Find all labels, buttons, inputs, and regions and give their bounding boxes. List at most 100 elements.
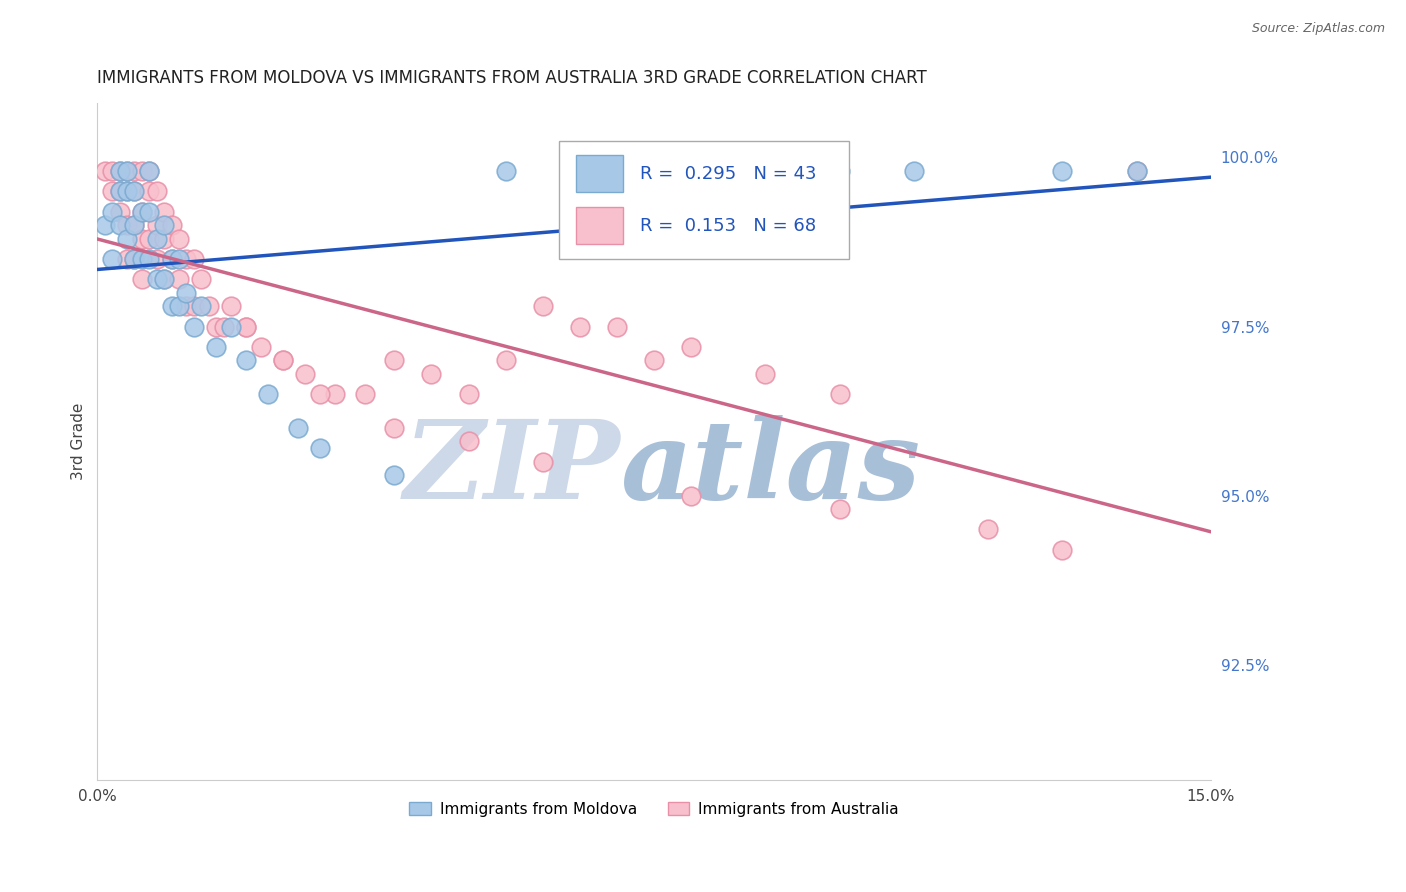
Legend: Immigrants from Moldova, Immigrants from Australia: Immigrants from Moldova, Immigrants from… bbox=[404, 796, 905, 822]
Point bbox=[160, 252, 183, 266]
Point bbox=[183, 299, 205, 313]
Point bbox=[495, 353, 517, 368]
Point bbox=[205, 340, 228, 354]
Point bbox=[124, 184, 146, 198]
Point bbox=[681, 489, 703, 503]
Point bbox=[108, 218, 131, 232]
Point bbox=[1125, 164, 1147, 178]
Point bbox=[457, 434, 479, 449]
Point bbox=[323, 387, 346, 401]
Point bbox=[167, 272, 190, 286]
Point bbox=[138, 231, 160, 245]
Point bbox=[131, 272, 153, 286]
Point bbox=[190, 299, 212, 313]
Point bbox=[101, 164, 124, 178]
Point bbox=[145, 231, 167, 245]
Point bbox=[1052, 164, 1074, 178]
Point bbox=[160, 252, 183, 266]
Point bbox=[115, 184, 138, 198]
Point bbox=[382, 353, 405, 368]
Bar bbox=[576, 155, 623, 193]
Point bbox=[681, 340, 703, 354]
Point bbox=[94, 164, 117, 178]
Point bbox=[382, 468, 405, 483]
Point bbox=[138, 164, 160, 178]
Point bbox=[495, 164, 517, 178]
Point bbox=[309, 442, 332, 456]
Point bbox=[145, 218, 167, 232]
Point bbox=[287, 421, 309, 435]
Point bbox=[568, 319, 591, 334]
Point bbox=[531, 299, 554, 313]
Point bbox=[167, 252, 190, 266]
Point bbox=[138, 204, 160, 219]
Point bbox=[131, 204, 153, 219]
Point bbox=[828, 502, 851, 516]
Point bbox=[176, 285, 198, 300]
Point bbox=[138, 252, 160, 266]
Point bbox=[205, 319, 228, 334]
Point bbox=[101, 252, 124, 266]
Point bbox=[115, 184, 138, 198]
Text: ZIP: ZIP bbox=[404, 415, 620, 523]
Point bbox=[420, 367, 443, 381]
Point bbox=[160, 218, 183, 232]
Point bbox=[235, 319, 257, 334]
Point bbox=[131, 204, 153, 219]
Point bbox=[977, 522, 1000, 536]
Point bbox=[138, 164, 160, 178]
Point bbox=[108, 184, 131, 198]
Point bbox=[176, 299, 198, 313]
Point bbox=[382, 421, 405, 435]
Point bbox=[212, 319, 235, 334]
Point bbox=[153, 272, 176, 286]
Point bbox=[153, 231, 176, 245]
Point bbox=[167, 231, 190, 245]
Point bbox=[145, 252, 167, 266]
Point bbox=[257, 387, 280, 401]
Point bbox=[124, 218, 146, 232]
Text: IMMIGRANTS FROM MOLDOVA VS IMMIGRANTS FROM AUSTRALIA 3RD GRADE CORRELATION CHART: IMMIGRANTS FROM MOLDOVA VS IMMIGRANTS FR… bbox=[97, 69, 927, 87]
Point bbox=[115, 231, 138, 245]
Point bbox=[176, 252, 198, 266]
Point bbox=[145, 184, 167, 198]
Point bbox=[115, 164, 138, 178]
Point bbox=[124, 252, 146, 266]
Point bbox=[235, 319, 257, 334]
Point bbox=[249, 340, 271, 354]
Point bbox=[1052, 542, 1074, 557]
Point bbox=[828, 164, 851, 178]
Point bbox=[115, 252, 138, 266]
Point bbox=[717, 164, 740, 178]
Point bbox=[101, 204, 124, 219]
Text: atlas: atlas bbox=[620, 415, 921, 523]
Point bbox=[190, 272, 212, 286]
Point bbox=[606, 319, 628, 334]
Point bbox=[643, 164, 665, 178]
Bar bbox=[576, 207, 623, 244]
Point bbox=[101, 184, 124, 198]
Point bbox=[124, 164, 146, 178]
Text: R =  0.153   N = 68: R = 0.153 N = 68 bbox=[640, 217, 815, 235]
Point bbox=[160, 299, 183, 313]
Point bbox=[131, 252, 153, 266]
Point bbox=[457, 387, 479, 401]
Point bbox=[108, 184, 131, 198]
Point bbox=[828, 387, 851, 401]
Point bbox=[353, 387, 375, 401]
Point bbox=[754, 367, 776, 381]
Point bbox=[271, 353, 294, 368]
Point bbox=[108, 204, 131, 219]
Point bbox=[294, 367, 316, 381]
Point bbox=[309, 387, 332, 401]
Point bbox=[183, 252, 205, 266]
Point bbox=[219, 319, 242, 334]
Point bbox=[124, 252, 146, 266]
Point bbox=[568, 164, 591, 178]
Point bbox=[138, 184, 160, 198]
Point bbox=[643, 353, 665, 368]
Point bbox=[271, 353, 294, 368]
Point bbox=[115, 164, 138, 178]
Point bbox=[197, 299, 219, 313]
Point bbox=[235, 353, 257, 368]
